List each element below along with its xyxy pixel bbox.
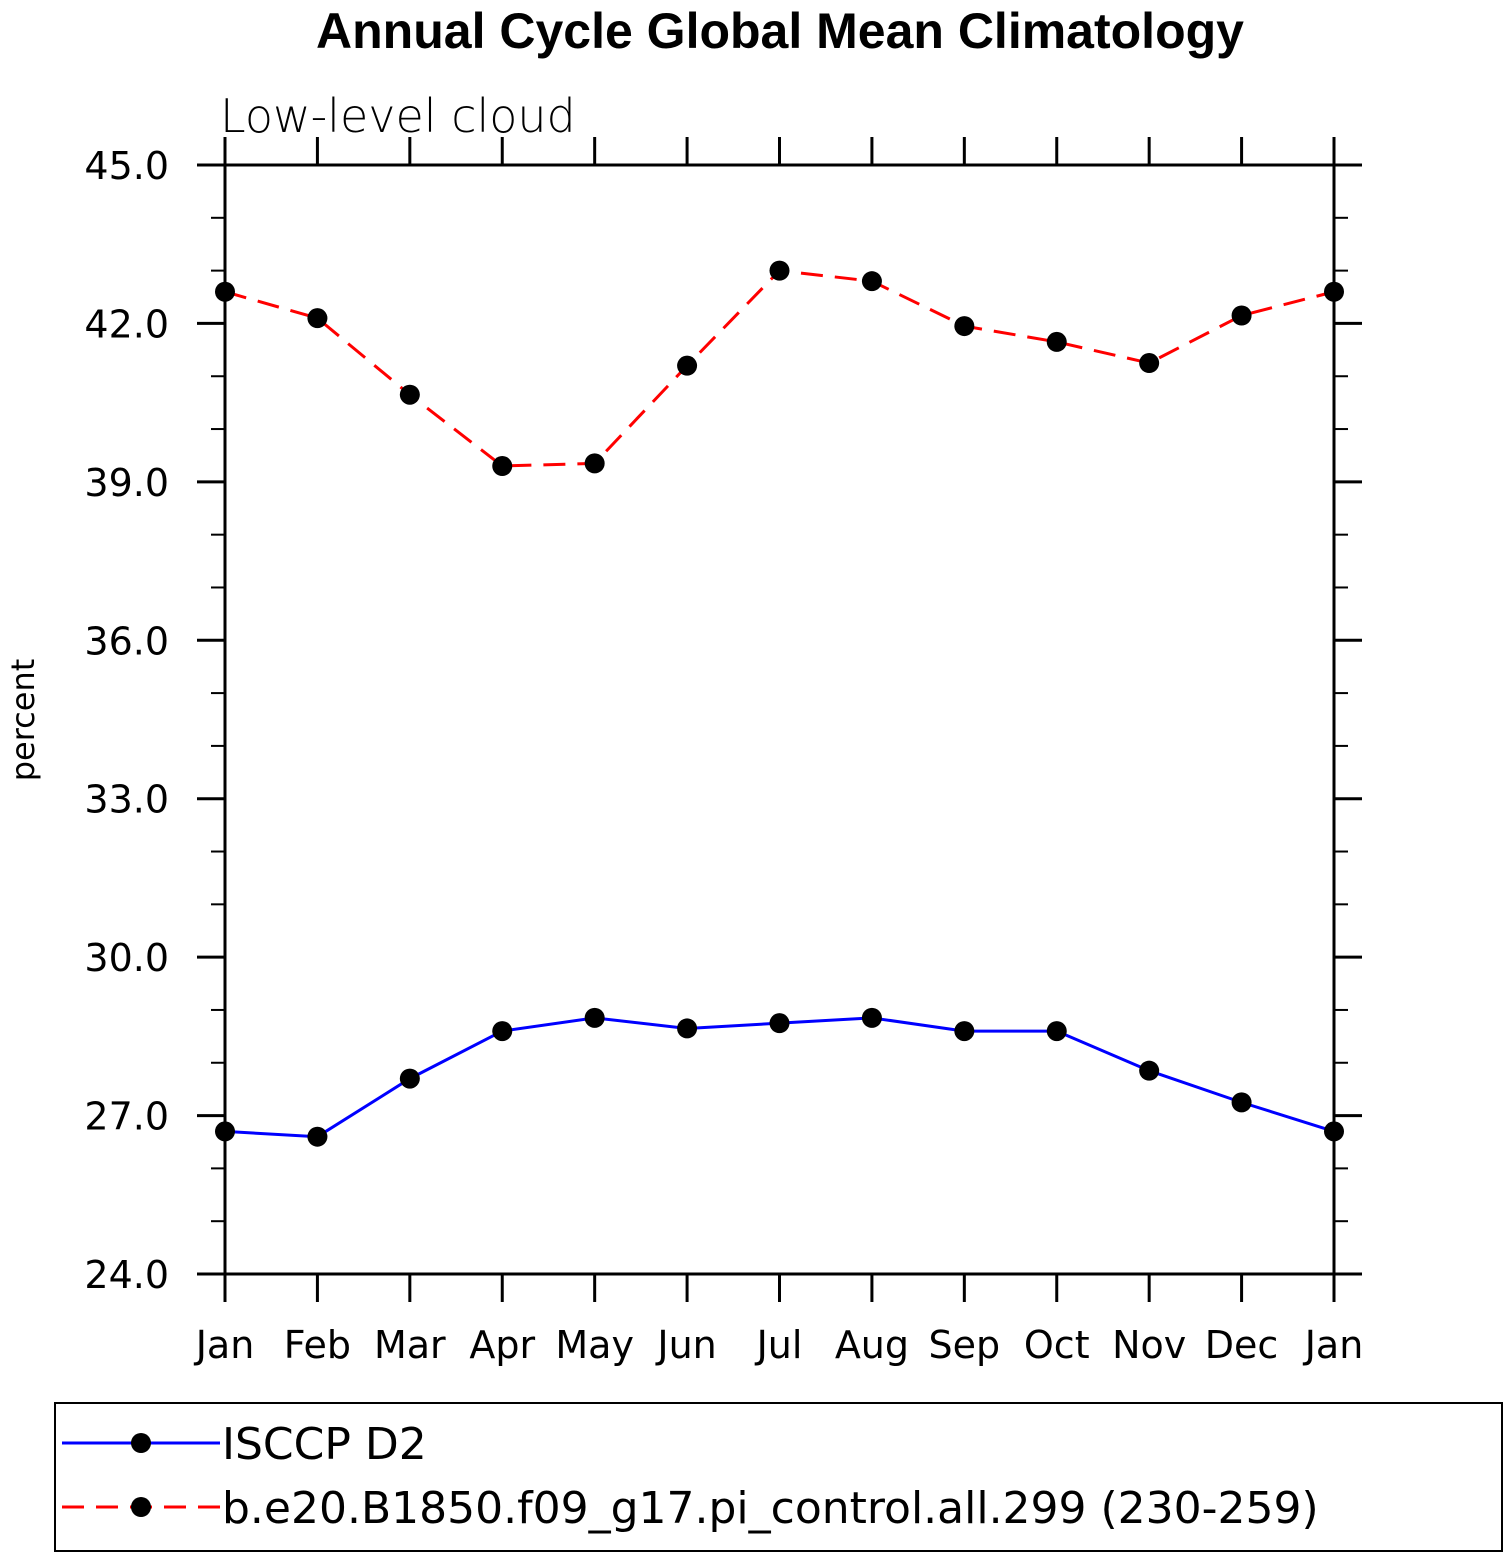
data-point bbox=[307, 308, 328, 329]
y-tick-label: 36.0 bbox=[84, 619, 169, 663]
legend-label: ISCCP D2 bbox=[222, 1419, 427, 1470]
plot-axes: 24.0 27.0 30.0 33.0 36.0 39.0 42.0 45.0 Jan Feb Ma… bbox=[84, 137, 1363, 1367]
y-tick-label: 42.0 bbox=[84, 302, 169, 346]
y-axis-label: percent bbox=[4, 659, 42, 782]
legend: ISCCP D2 b.e20.B1850.f09_g17.pi_control.a… bbox=[54, 1402, 1503, 1552]
data-point bbox=[677, 1018, 698, 1039]
x-tick-label: Jan bbox=[1303, 1323, 1364, 1367]
y-tick-label: 45.0 bbox=[84, 144, 169, 188]
data-point bbox=[584, 453, 605, 474]
data-point bbox=[1046, 331, 1067, 352]
data-point bbox=[492, 1021, 513, 1042]
data-point bbox=[1324, 1121, 1344, 1142]
data-point bbox=[1139, 1060, 1160, 1081]
data-point bbox=[769, 260, 790, 281]
legend-marker bbox=[131, 1497, 151, 1517]
data-point bbox=[1046, 1021, 1067, 1042]
x-tick-label: Nov bbox=[1112, 1323, 1186, 1367]
data-point bbox=[1324, 281, 1344, 302]
legend-label: b.e20.B1850.f09_g17.pi_control.all.299 (… bbox=[222, 1483, 1319, 1534]
x-tick-label: Oct bbox=[1024, 1323, 1090, 1367]
data-point bbox=[954, 316, 975, 337]
data-point bbox=[861, 271, 882, 292]
data-point bbox=[1231, 305, 1252, 326]
x-tick-label: Jan bbox=[194, 1323, 255, 1367]
x-tick-label: Mar bbox=[374, 1323, 446, 1367]
chart-title: Annual Cycle Global Mean Climatology bbox=[316, 3, 1244, 59]
series-line bbox=[224, 1016, 1335, 1139]
plot-frame bbox=[223, 163, 1336, 1276]
y-tick-label: 24.0 bbox=[84, 1253, 169, 1297]
x-tick-label: Jul bbox=[755, 1323, 803, 1367]
data-point bbox=[1231, 1092, 1252, 1113]
data-point bbox=[492, 456, 513, 477]
legend-marker bbox=[131, 1433, 151, 1453]
series-0 bbox=[215, 1007, 1344, 1147]
data-point bbox=[215, 1121, 235, 1142]
series-line bbox=[224, 269, 1335, 468]
x-tick-label: Aug bbox=[835, 1323, 909, 1367]
x-tick-label: Dec bbox=[1205, 1323, 1279, 1367]
chart-subtitle: Low-level cloud bbox=[220, 89, 576, 143]
y-tick-label: 27.0 bbox=[84, 1095, 169, 1139]
legend-box bbox=[54, 1402, 1503, 1552]
data-point bbox=[861, 1007, 882, 1028]
data-point bbox=[769, 1013, 790, 1034]
series-layer bbox=[215, 260, 1344, 1147]
y-tick-label: 33.0 bbox=[84, 778, 169, 822]
data-point bbox=[1139, 353, 1160, 374]
data-point bbox=[399, 1068, 420, 1089]
data-point bbox=[584, 1007, 605, 1028]
data-point bbox=[399, 384, 420, 405]
data-point bbox=[215, 281, 235, 302]
y-tick-label: 39.0 bbox=[84, 461, 169, 505]
x-tick-label: Jun bbox=[655, 1323, 716, 1367]
data-point bbox=[954, 1021, 975, 1042]
x-tick-label: Apr bbox=[469, 1323, 535, 1367]
x-tick-label: Sep bbox=[929, 1323, 1001, 1367]
x-tick-label: May bbox=[555, 1323, 634, 1367]
data-point bbox=[307, 1126, 328, 1147]
series-1 bbox=[215, 260, 1344, 477]
y-tick-label: 30.0 bbox=[84, 936, 169, 980]
x-tick-label: Feb bbox=[284, 1323, 351, 1367]
data-point bbox=[677, 355, 698, 376]
